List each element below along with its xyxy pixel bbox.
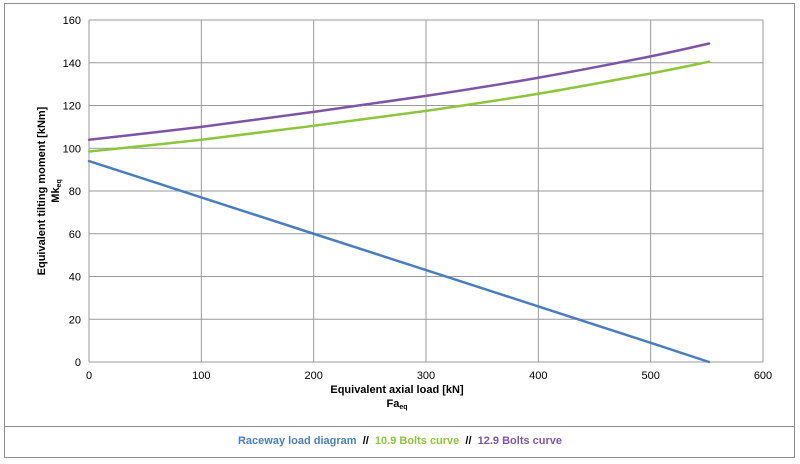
y-tick-label: 20 [69,314,81,326]
legend: Raceway load diagram // 10.9 Bolts curve… [0,435,800,447]
y-tick-label: 100 [63,143,81,155]
series-line-2 [87,60,711,153]
y-axis-title: Equivalent tilting moment [kNm] [36,106,48,275]
y-tick-label: 40 [69,272,81,284]
x-axis-title: Equivalent axial load [kN] [330,384,464,396]
series-line-1 [87,159,711,364]
x-tick-label: 600 [754,370,772,382]
legend-entry-10-9-bolts: 10.9 Bolts curve [374,435,460,447]
legend-separator: // [356,435,375,447]
x-tick-label: 0 [86,370,92,382]
x-tick-label: 100 [192,370,210,382]
y-tick-label: 0 [75,357,81,369]
y-axis-subtitle: Mkeq [50,179,63,202]
legend-divider [4,426,795,427]
x-tick-label: 400 [529,370,547,382]
series-line-3 [87,42,711,141]
y-axis-ticks: 0 20 40 60 80 100 120 140 160 [63,15,81,369]
y-tick-label: 160 [63,15,81,27]
legend-entry-12-9-bolts: 12.9 Bolts curve [477,435,563,447]
chart-frame [4,3,795,458]
series-lines [87,42,711,364]
x-tick-label: 500 [641,370,659,382]
y-tick-label: 60 [69,229,81,241]
y-tick-label: 120 [63,101,81,113]
x-axis-ticks: 0 100 200 300 400 500 600 [86,370,772,382]
y-tick-label: 80 [69,186,81,198]
legend-separator: // [459,435,478,447]
x-tick-label: 200 [304,370,322,382]
x-axis-subtitle: Faeq [386,398,407,411]
x-tick-label: 300 [417,370,435,382]
grid-lines [88,19,764,363]
y-tick-label: 140 [63,58,81,70]
legend-entry-raceway: Raceway load diagram [237,435,357,447]
